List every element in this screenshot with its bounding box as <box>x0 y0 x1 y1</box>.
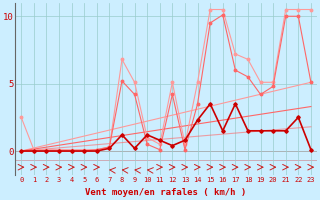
X-axis label: Vent moyen/en rafales ( km/h ): Vent moyen/en rafales ( km/h ) <box>85 188 247 197</box>
